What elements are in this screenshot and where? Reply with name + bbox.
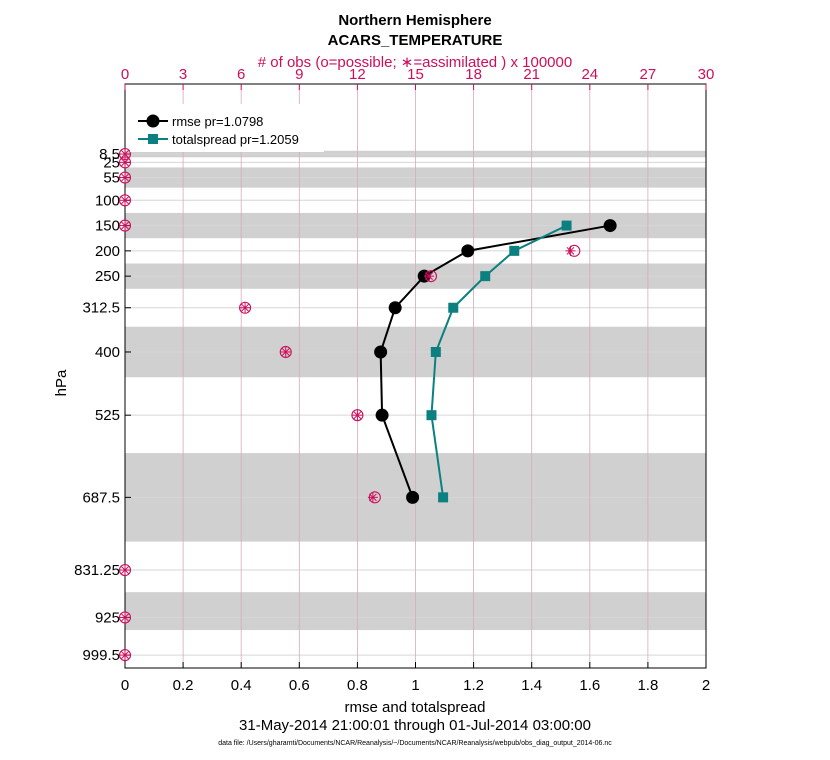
top-tick-label: 15 xyxy=(407,66,424,83)
legend-box xyxy=(130,104,324,152)
legend-rmse-marker xyxy=(146,114,160,128)
obs-assimilated-marker xyxy=(369,493,377,502)
chart-title: Northern Hemisphere xyxy=(338,12,491,29)
y-tick-label: 150 xyxy=(95,218,120,235)
x-axis-label: rmse and totalspread xyxy=(345,699,486,716)
obs-assimilated-marker xyxy=(425,272,433,281)
y-tick-label: 25 xyxy=(103,154,120,171)
y-tick-label: 8.5 xyxy=(99,146,120,163)
y-tick-label: 687.5 xyxy=(82,489,120,506)
x-tick-label: 1.4 xyxy=(521,677,542,694)
y-tick-label: 999.5 xyxy=(82,647,120,664)
x-tick-label: 0.4 xyxy=(231,677,252,694)
obs-possible-marker xyxy=(118,649,132,662)
totalspread-point xyxy=(448,302,459,313)
obs-assimilated-marker xyxy=(121,613,129,622)
obs-possible-marker xyxy=(239,301,252,314)
y-tick-label: 525 xyxy=(95,407,120,424)
data-file-footnote: data file: /Users/gharamti/Documents/NCA… xyxy=(218,740,612,747)
obs-assimilated-marker xyxy=(241,303,249,312)
totalspread-point xyxy=(438,492,449,503)
obs-assimilated-marker xyxy=(121,221,129,230)
rmse-point xyxy=(374,345,388,359)
obs-possible-marker xyxy=(118,194,132,207)
obs-assimilated-marker xyxy=(121,173,129,182)
x-tick-label: 0 xyxy=(121,677,129,694)
top-tick-label: 27 xyxy=(640,66,657,83)
obs-possible-marker xyxy=(118,156,132,169)
totalspread-point xyxy=(561,220,572,231)
x-tick-label: 2 xyxy=(702,677,710,694)
chart-subtitle: ACARS_TEMPERATURE xyxy=(328,32,503,49)
y-tick-label: 925 xyxy=(95,609,120,626)
x-tick-label: 1 xyxy=(411,677,419,694)
top-tick-label: 18 xyxy=(465,66,482,83)
rmse-point xyxy=(603,219,617,233)
top-tick-label: 9 xyxy=(295,66,303,83)
top-axis-label: # of obs (o=possible; ∗=assimilated ) x … xyxy=(258,54,572,71)
totalspread-point xyxy=(430,346,441,357)
y-tick-label: 400 xyxy=(95,344,120,361)
x-tick-label: 1.8 xyxy=(637,677,658,694)
obs-possible-marker xyxy=(351,409,364,422)
obs-assimilated-marker xyxy=(121,158,129,167)
date-range-label: 31-May-2014 21:00:01 through 01-Jul-2014… xyxy=(239,717,591,734)
top-tick-label: 30 xyxy=(698,66,715,83)
obs-assimilated-marker xyxy=(121,566,129,574)
obs-possible-marker xyxy=(279,345,292,359)
x-tick-label: 0.8 xyxy=(347,677,368,694)
legend: rmse pr=1.0798 totalspread pr=1.2059 xyxy=(130,104,324,152)
top-tick-label: 12 xyxy=(349,66,366,83)
legend-rmse-label: rmse pr=1.0798 xyxy=(172,114,263,129)
rmse-point xyxy=(461,244,475,258)
totalspread-point xyxy=(426,410,437,421)
x-tick-label: 1.2 xyxy=(463,677,484,694)
axes: 0 0.2 0.4 0.6 0.8 1 1.2 1.4 1.6 1.8 2 0 3 6 9 12 15 18 21 2… xyxy=(74,66,714,694)
obs-possible-marker xyxy=(118,563,132,577)
legend-spread-marker xyxy=(148,134,158,144)
rmse-point xyxy=(388,301,402,315)
y-tick-label: 55 xyxy=(103,170,120,187)
top-tick-label: 21 xyxy=(523,66,540,83)
rmse-point xyxy=(375,408,389,422)
obs-assimilated-marker xyxy=(121,150,129,158)
y-axis-label: hPa xyxy=(53,369,70,396)
obs-possible-marker xyxy=(118,219,132,232)
x-tick-label: 1.6 xyxy=(579,677,600,694)
obs-assimilated-marker xyxy=(566,246,575,255)
legend-spread-label: totalspread pr=1.2059 xyxy=(172,132,299,147)
totalspread-point xyxy=(509,245,520,256)
y-tick-label: 250 xyxy=(95,268,120,285)
obs-assimilated-marker xyxy=(121,196,129,205)
y-tick-label: 200 xyxy=(95,243,120,260)
top-tick-label: 3 xyxy=(179,66,187,83)
top-tick-label: 24 xyxy=(581,66,598,83)
totalspread-point xyxy=(480,271,491,282)
obs-possible-marker xyxy=(118,171,132,184)
top-tick-label: 0 xyxy=(121,66,129,83)
obs-assimilated-marker xyxy=(121,651,129,659)
y-tick-label: 831.25 xyxy=(74,562,120,579)
obs-possible-marker xyxy=(118,611,132,624)
data-series xyxy=(374,219,617,504)
obs-assimilated-marker xyxy=(353,411,362,420)
y-tick-label: 312.5 xyxy=(82,300,120,317)
y-tick-label: 100 xyxy=(95,192,120,209)
obs-assimilated-marker xyxy=(281,348,290,356)
x-tick-label: 0.6 xyxy=(289,677,310,694)
top-tick-label: 6 xyxy=(237,66,245,83)
obs-count-markers xyxy=(118,147,581,662)
rmse-point xyxy=(406,490,420,504)
x-tick-label: 0.2 xyxy=(173,677,194,694)
